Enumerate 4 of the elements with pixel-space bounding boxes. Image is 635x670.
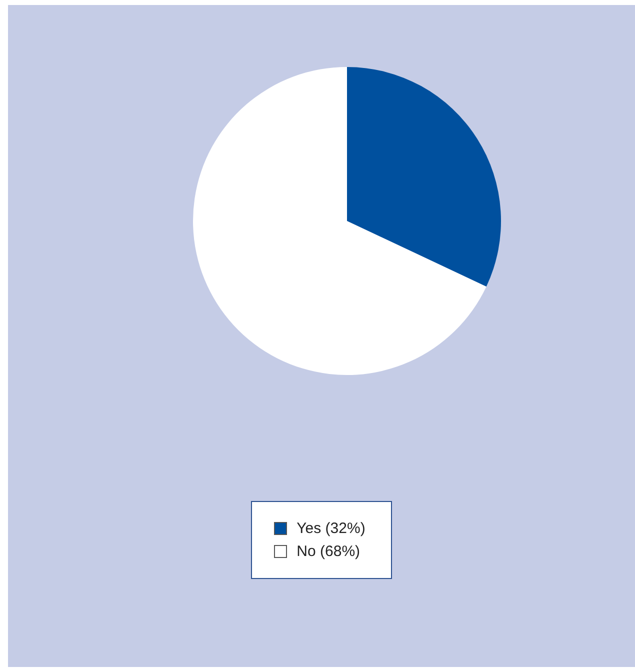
legend-label: No (68%) (296, 543, 360, 560)
pie-slice (347, 67, 501, 287)
legend-label: Yes (32%) (296, 520, 366, 537)
pie-slice (193, 67, 486, 375)
